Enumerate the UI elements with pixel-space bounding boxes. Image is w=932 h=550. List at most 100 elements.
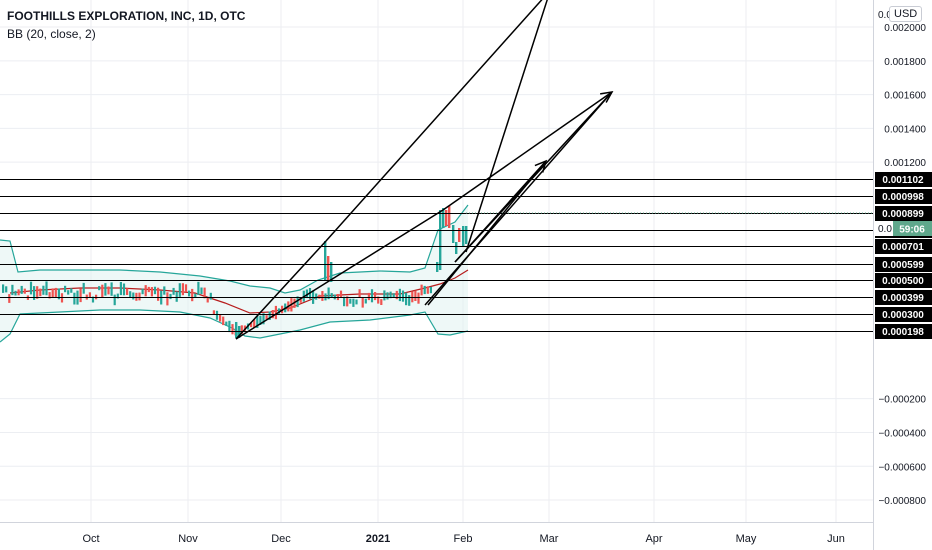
candle [144, 285, 147, 297]
candle [141, 288, 144, 295]
candle [361, 297, 364, 308]
y-tick-label: −0.000400 [878, 428, 926, 439]
candle [200, 287, 203, 295]
candle [436, 262, 439, 272]
currency-button[interactable]: USD [889, 6, 923, 22]
price-level-tag [875, 307, 932, 322]
candle [442, 208, 445, 228]
x-tick-label: Feb [454, 533, 473, 545]
candle [2, 284, 5, 293]
candle [17, 289, 20, 296]
candle [405, 292, 408, 306]
candle [212, 310, 215, 315]
candle [181, 283, 184, 296]
price-level-tag [875, 273, 932, 288]
candle [383, 290, 386, 301]
price-level-tag-label: 0.000300 [882, 310, 924, 321]
candle [423, 285, 426, 295]
candle [262, 313, 265, 325]
candle [79, 288, 82, 303]
candle [296, 296, 299, 308]
candle [349, 298, 352, 304]
arrow-head [534, 159, 548, 173]
price-level-tag-label: 0.001102 [882, 175, 924, 186]
y-tick-label: −0.000200 [878, 395, 926, 406]
candle [153, 286, 157, 295]
candle [91, 296, 95, 303]
x-tick-label: May [736, 533, 757, 545]
candle [352, 298, 355, 307]
candle [367, 292, 370, 301]
candle [462, 226, 465, 246]
candle [132, 292, 135, 300]
bollinger-upper-band [0, 204, 469, 294]
candle [206, 297, 209, 303]
candle [358, 289, 361, 298]
trend-line[interactable] [442, 91, 613, 211]
candle [209, 292, 212, 300]
candle [197, 281, 200, 295]
candle [172, 287, 175, 295]
candle [414, 290, 417, 301]
candle [101, 284, 104, 298]
candle [138, 292, 141, 301]
price-level-tag [875, 239, 932, 254]
price-level-tag [875, 172, 932, 187]
candle [411, 291, 414, 303]
candle [324, 241, 327, 281]
candle [439, 210, 442, 270]
trend-line[interactable] [465, 0, 552, 253]
candle [445, 210, 448, 226]
candle [277, 308, 281, 314]
trend-line[interactable] [235, 240, 327, 340]
x-tick-label: Mar [540, 533, 559, 545]
candle [364, 298, 367, 304]
candle [253, 319, 256, 328]
candle [398, 288, 401, 302]
candle [327, 256, 330, 280]
candle [178, 283, 181, 297]
chart-title: FOOTHILLS EXPLORATION, INC, 1D, OTC [7, 9, 246, 23]
price-level-tag-label: 0.000198 [882, 327, 924, 338]
trend-line[interactable] [427, 160, 547, 306]
trend-line[interactable] [325, 0, 555, 242]
countdown-tag [893, 221, 932, 236]
candle [88, 292, 91, 298]
candle [8, 294, 11, 303]
trend-line[interactable] [454, 160, 547, 263]
candle [222, 316, 225, 326]
candle [184, 284, 188, 292]
candle [333, 294, 336, 300]
candle [54, 287, 57, 297]
countdown-prefix: 0.0 [878, 224, 892, 235]
indicator-label[interactable]: BB (20, close, 2) [7, 27, 96, 41]
candle [330, 262, 333, 282]
y-tick-label: 0.001800 [884, 57, 926, 68]
candle [370, 289, 374, 303]
candle [67, 290, 70, 295]
x-tick-label: Oct [82, 533, 99, 545]
price-level-tag [875, 206, 932, 221]
candle [5, 286, 8, 293]
candle [231, 324, 234, 335]
candle [426, 286, 429, 294]
candle [73, 292, 76, 305]
candle [23, 288, 26, 294]
candle [57, 288, 60, 300]
candle [401, 290, 405, 302]
trend-line[interactable] [235, 209, 444, 340]
candle [147, 286, 150, 293]
y-tick-label: 0.002000 [884, 23, 926, 34]
candle [126, 288, 129, 295]
candle [150, 287, 153, 297]
candle [122, 283, 126, 296]
y-tick-label: −0.000600 [878, 462, 926, 473]
price-level-tag-label: 0.000399 [882, 293, 924, 304]
countdown-label: 59:06 [899, 225, 925, 236]
candle [448, 206, 451, 228]
trend-line[interactable] [424, 91, 613, 306]
candle [157, 287, 160, 301]
candle [389, 291, 392, 299]
candle [392, 293, 395, 298]
